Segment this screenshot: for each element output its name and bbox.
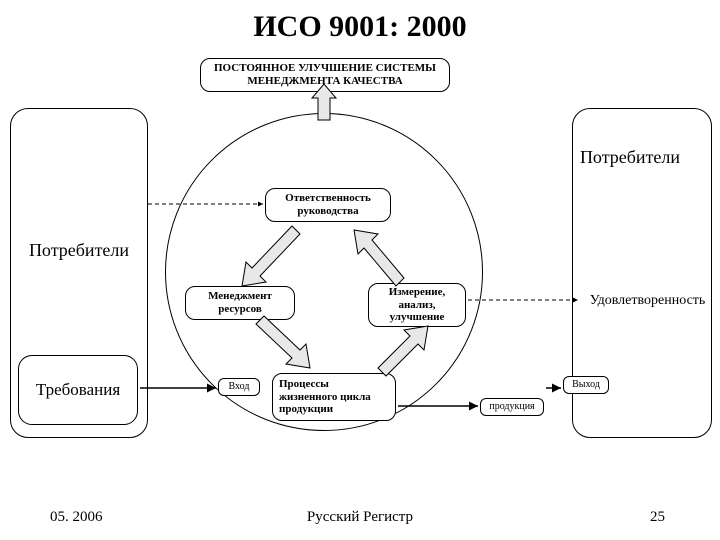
cycle-arrow-2 — [256, 316, 310, 368]
cycle-arrow-1 — [242, 226, 300, 286]
arrows-layer — [0, 0, 720, 540]
footer-center: Русский Регистр — [0, 509, 720, 526]
cycle-arrow-3 — [378, 326, 428, 376]
cycle-arrow-4 — [354, 230, 404, 286]
block-arrow-up-top — [312, 84, 336, 120]
footer-page: 25 — [650, 509, 665, 526]
